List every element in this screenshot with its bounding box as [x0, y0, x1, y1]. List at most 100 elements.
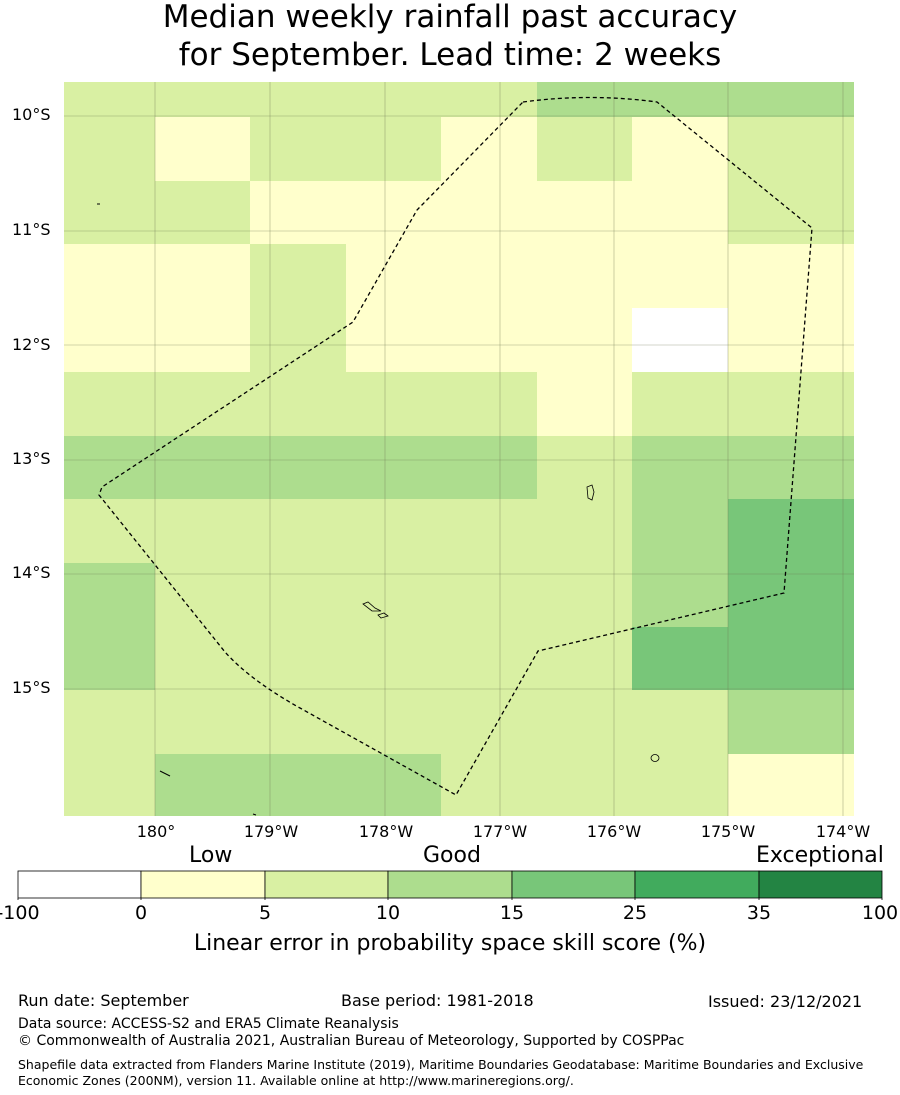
- grid-cell: [441, 244, 537, 308]
- lon-label: 179°W: [243, 822, 299, 841]
- colorbar-tick: 100: [861, 902, 899, 924]
- issued-date: Issued: 23/12/2021: [708, 992, 863, 1011]
- colorbar-title: Linear error in probability space skill …: [193, 931, 707, 956]
- grid-cell: [441, 181, 537, 244]
- skill-grid: [64, 82, 854, 816]
- grid-cell: [632, 82, 728, 117]
- grid-cell: [441, 627, 537, 690]
- eez-boundary: [98, 96, 813, 796]
- grid-cell: [155, 117, 250, 181]
- grid-cell: [537, 754, 632, 816]
- grid-cell: [155, 372, 250, 436]
- grid-cell: [632, 754, 728, 816]
- grid-cell: [155, 754, 250, 816]
- grid-cell: [537, 372, 632, 436]
- grid-cell: [823, 690, 854, 754]
- grid-cell: [537, 308, 632, 372]
- grid-cell: [64, 754, 155, 816]
- grid-cell: [537, 499, 632, 563]
- grid-cell: [155, 436, 250, 499]
- grid-cell: [250, 754, 346, 816]
- grid-cell: [64, 181, 155, 244]
- category-good: Good: [423, 843, 481, 868]
- lat-label: 13°S: [12, 449, 51, 468]
- island-small: [650, 754, 660, 762]
- colorbar-tick: 0: [134, 902, 148, 924]
- grid-cell: [632, 244, 728, 308]
- grid-cell: [728, 117, 823, 181]
- islet: [252, 813, 257, 816]
- grid-cell: [441, 372, 537, 436]
- grid-cell: [537, 690, 632, 754]
- colorbar-swatch: [17, 870, 142, 899]
- island-west: [159, 770, 171, 777]
- grid-cell: [64, 244, 155, 308]
- shapefile-credit: Shapefile data extracted from Flanders M…: [18, 1057, 864, 1088]
- lat-label: 14°S: [12, 563, 51, 582]
- grid-cell: [250, 372, 346, 436]
- grid-cell: [823, 627, 854, 690]
- grid-cell: [632, 308, 728, 372]
- grid-cell: [441, 690, 537, 754]
- island-swains: [586, 484, 595, 501]
- run-date: Run date: September: [18, 991, 189, 1010]
- base-period: Base period: 1981-2018: [341, 991, 534, 1010]
- grid-cell: [155, 244, 250, 308]
- grid-cell: [441, 563, 537, 627]
- grid-cell: [155, 627, 250, 690]
- lon-label: 177°W: [472, 822, 528, 841]
- grid-cell: [823, 436, 854, 499]
- grid-cell: [250, 563, 346, 627]
- grid-cell: [632, 436, 728, 499]
- category-low: Low: [189, 843, 233, 868]
- colorbar-swatch: [264, 870, 389, 899]
- grid-cell: [728, 82, 823, 117]
- colorbar-tick: 10: [375, 902, 401, 924]
- grid-cell: [250, 117, 346, 181]
- grid-cell: [250, 690, 346, 754]
- grid-cell: [64, 499, 155, 563]
- grid-cell: [346, 690, 441, 754]
- grid-cell: [728, 436, 823, 499]
- grid-cell: [823, 117, 854, 181]
- lat-label: 10°S: [12, 105, 51, 124]
- grid-cell: [155, 499, 250, 563]
- lon-label: 176°W: [586, 822, 642, 841]
- grid-cell: [64, 372, 155, 436]
- grid-cell: [441, 436, 537, 499]
- category-exceptional: Exceptional: [756, 843, 884, 868]
- grid-cell: [823, 82, 854, 117]
- grid-cell: [346, 436, 441, 499]
- grid-cell: [64, 436, 155, 499]
- grid-cell: [346, 181, 441, 244]
- grid-cell: [250, 436, 346, 499]
- grid-cell: [346, 82, 441, 117]
- grid-cell: [728, 690, 823, 754]
- grid-cell: [64, 308, 155, 372]
- grid-cell: [537, 563, 632, 627]
- grid-cell: [346, 117, 441, 181]
- grid-cell: [823, 244, 854, 308]
- grid-cell: [250, 181, 346, 244]
- grid-cell: [346, 499, 441, 563]
- map-title-line1: Median weekly rainfall past accuracy: [162, 0, 738, 35]
- grid-cell: [346, 372, 441, 436]
- grid-cell: [155, 690, 250, 754]
- grid-cell: [441, 499, 537, 563]
- grid-cell: [441, 117, 537, 181]
- grid-cell: [728, 244, 823, 308]
- colorbar-swatch: [511, 870, 636, 899]
- grid-cell: [64, 117, 155, 181]
- colorbar-swatch: [140, 870, 266, 899]
- grid-cell: [155, 82, 250, 117]
- grid-cell: [537, 244, 632, 308]
- colorbar-swatch: [387, 870, 513, 899]
- grid-cell: [632, 563, 728, 627]
- grid-cell: [346, 627, 441, 690]
- grid-cell: [64, 82, 155, 117]
- lon-label: 178°W: [358, 822, 414, 841]
- grid-cell: [728, 499, 823, 563]
- grid-cell: [823, 499, 854, 563]
- grid-cell: [441, 308, 537, 372]
- grid-cell: [823, 181, 854, 244]
